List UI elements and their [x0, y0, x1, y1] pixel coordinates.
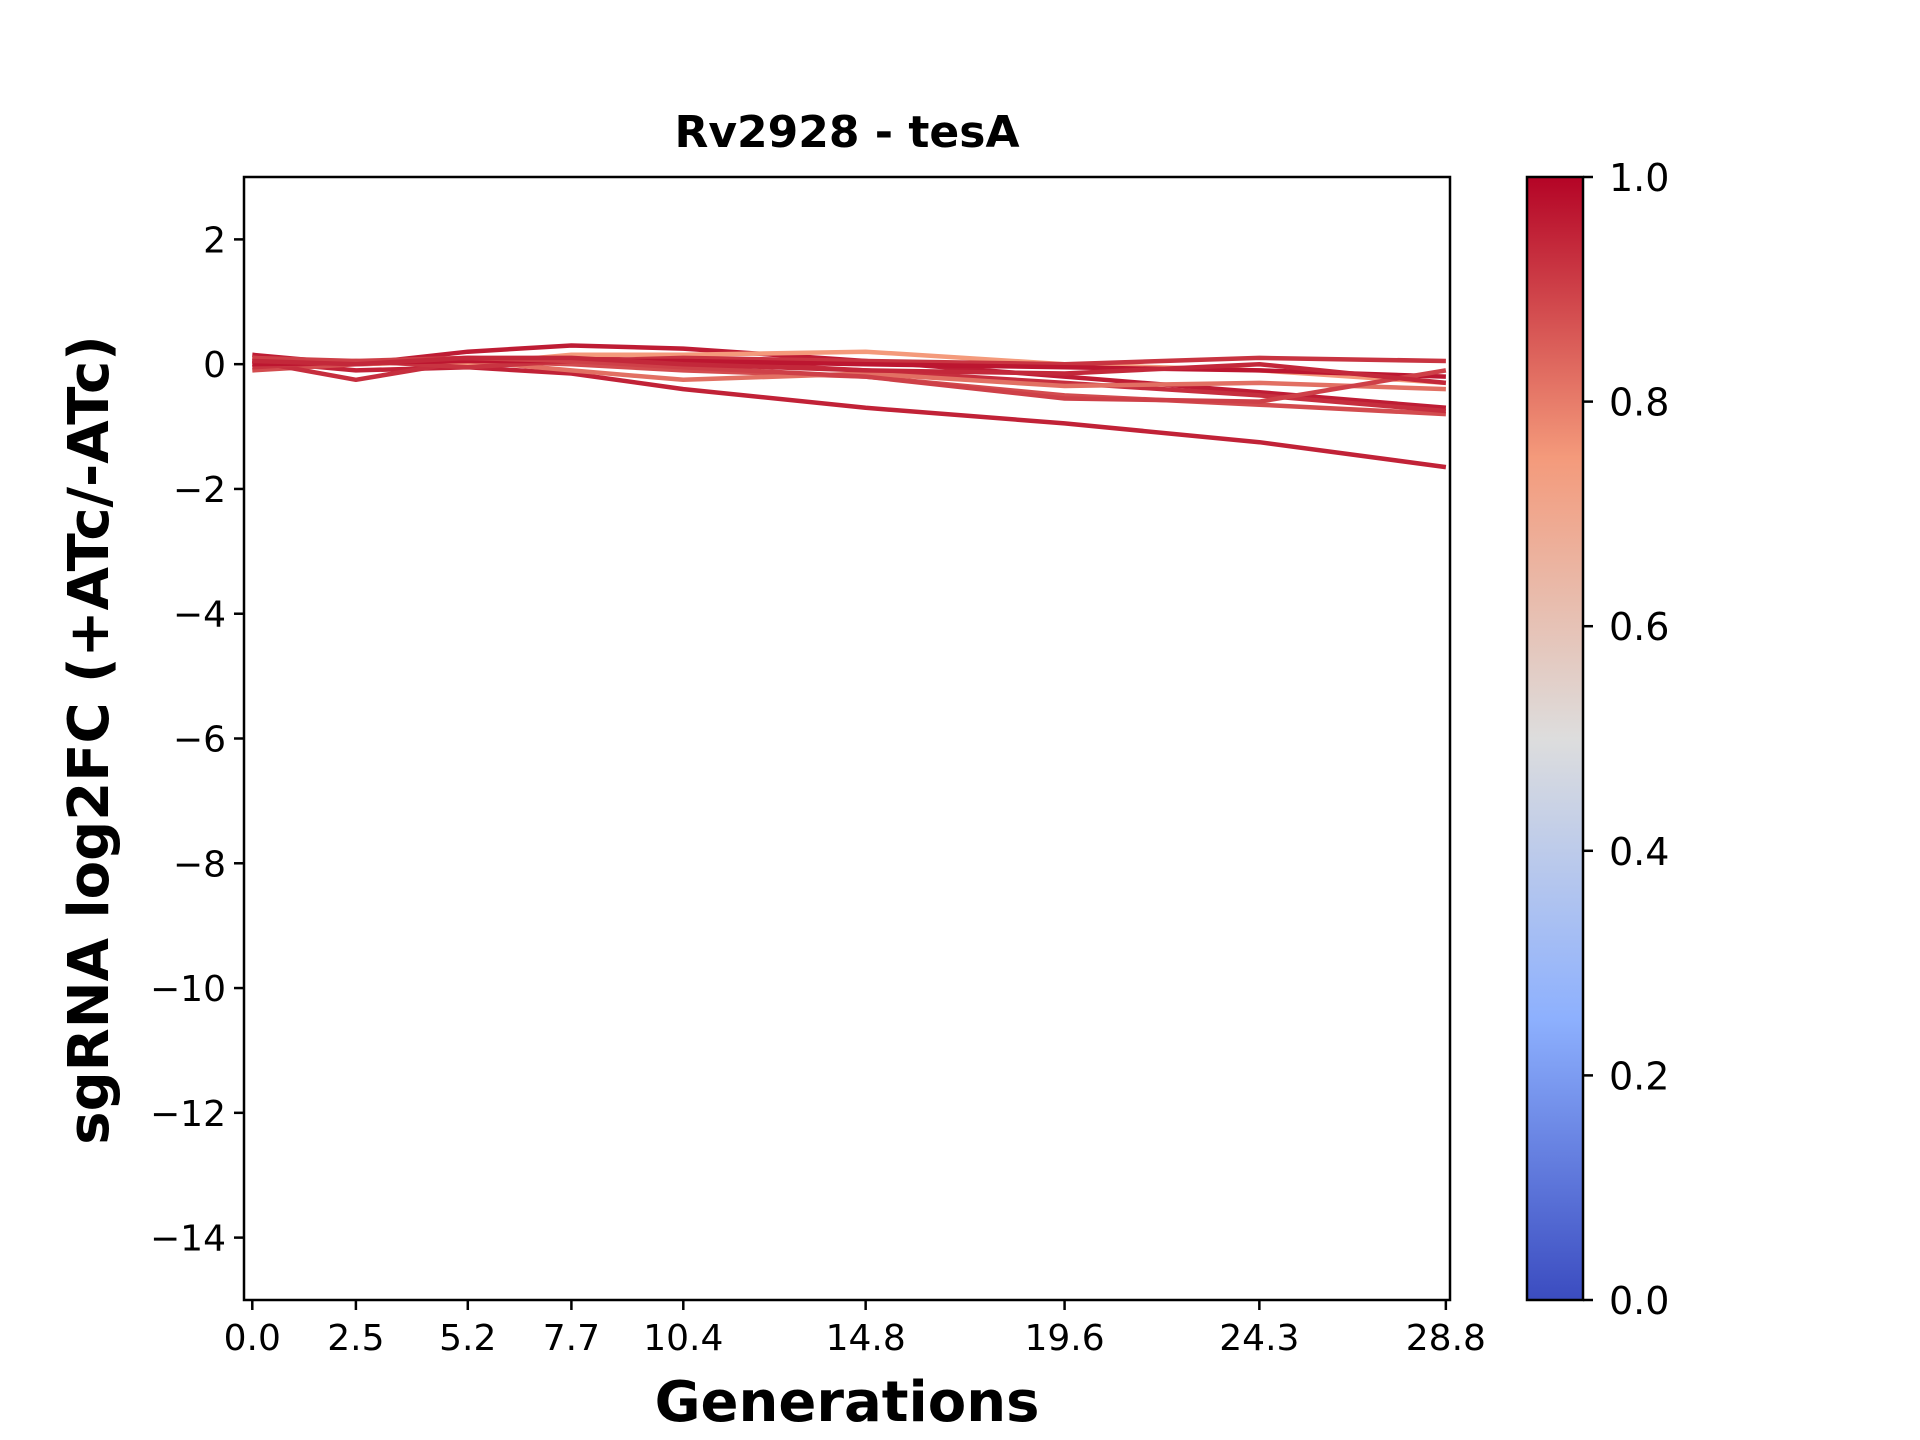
y-tick-label: −8 — [173, 844, 226, 885]
y-tick-label: −2 — [173, 470, 226, 511]
x-tick-label: 14.8 — [826, 1318, 906, 1359]
x-axis: 0.0 2.5 5.2 7.7 10.4 14.8 19.6 24.3 28.8 — [224, 1300, 1486, 1359]
x-tick-label: 0.0 — [224, 1318, 281, 1359]
y-tick-label: −14 — [150, 1219, 226, 1260]
colorbar-tick-label: 0.4 — [1609, 830, 1669, 874]
series-layer — [251, 343, 1447, 470]
series-line-10 — [252, 355, 1447, 386]
colorbar-tick-label: 0.0 — [1609, 1279, 1669, 1323]
y-tick-label: 0 — [203, 345, 226, 386]
colorbar-tick-label: 1.0 — [1609, 156, 1669, 200]
colorbar-frame — [1525, 175, 1585, 1302]
plot-frame — [242, 175, 1452, 1302]
series-line-1 — [252, 358, 1447, 470]
colorbar-tick-label: 0.8 — [1609, 381, 1669, 425]
x-tick-label: 24.3 — [1219, 1318, 1299, 1359]
x-tick-label: 19.6 — [1024, 1318, 1104, 1359]
y-axis: 2 0 −2 −4 −6 −8 −10 −12 −14 — [150, 220, 244, 1260]
y-tick-label: 2 — [203, 220, 226, 261]
y-tick-label: −6 — [173, 720, 226, 761]
y-axis-label: sgRNA log2FC (+ATc/-ATc) — [57, 335, 122, 1145]
colorbar-tick-label: 0.6 — [1609, 605, 1669, 649]
y-tick-label: −10 — [150, 969, 226, 1010]
x-axis-label: Generations — [655, 1370, 1040, 1435]
y-tick-label: −4 — [173, 595, 226, 636]
x-tick-label: 2.5 — [327, 1318, 384, 1359]
x-tick-label: 28.8 — [1406, 1318, 1486, 1359]
x-tick-label: 7.7 — [543, 1318, 600, 1359]
y-tick-label: −12 — [150, 1094, 226, 1135]
chart-title: Rv2928 - tesA — [674, 107, 1019, 158]
x-tick-label: 10.4 — [643, 1318, 723, 1359]
colorbar: 0.0 0.2 0.4 0.6 0.8 1.0 — [1525, 156, 1669, 1323]
x-tick-label: 5.2 — [439, 1318, 496, 1359]
colorbar-tick-label: 0.2 — [1609, 1054, 1669, 1098]
colorbar-gradient — [1527, 177, 1583, 1300]
colorbar-ticks: 0.0 0.2 0.4 0.6 0.8 1.0 — [1583, 156, 1669, 1323]
